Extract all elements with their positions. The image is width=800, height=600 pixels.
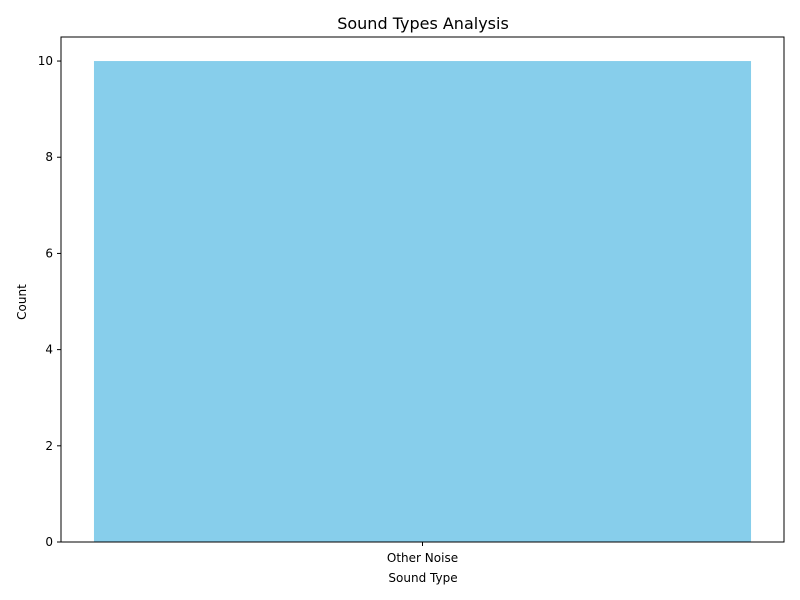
y-tick-label: 6 bbox=[45, 246, 53, 260]
x-axis: Other Noise bbox=[387, 542, 458, 565]
y-axis-label: Count bbox=[15, 284, 29, 320]
y-tick-label: 10 bbox=[38, 54, 53, 68]
plot-frame bbox=[60, 36, 785, 543]
bar-other-noise bbox=[93, 61, 752, 543]
y-tick-label: 4 bbox=[45, 343, 53, 357]
y-tick-label: 0 bbox=[45, 535, 53, 549]
chart-title: Sound Types Analysis bbox=[337, 14, 509, 33]
y-tick-label: 2 bbox=[45, 439, 53, 453]
x-tick-label: Other Noise bbox=[387, 551, 458, 565]
y-tick-label: 8 bbox=[45, 150, 53, 164]
y-axis: 0 2 4 6 8 10 bbox=[38, 54, 61, 549]
x-axis-label: Sound Type bbox=[388, 571, 457, 585]
plot-area bbox=[93, 61, 752, 543]
